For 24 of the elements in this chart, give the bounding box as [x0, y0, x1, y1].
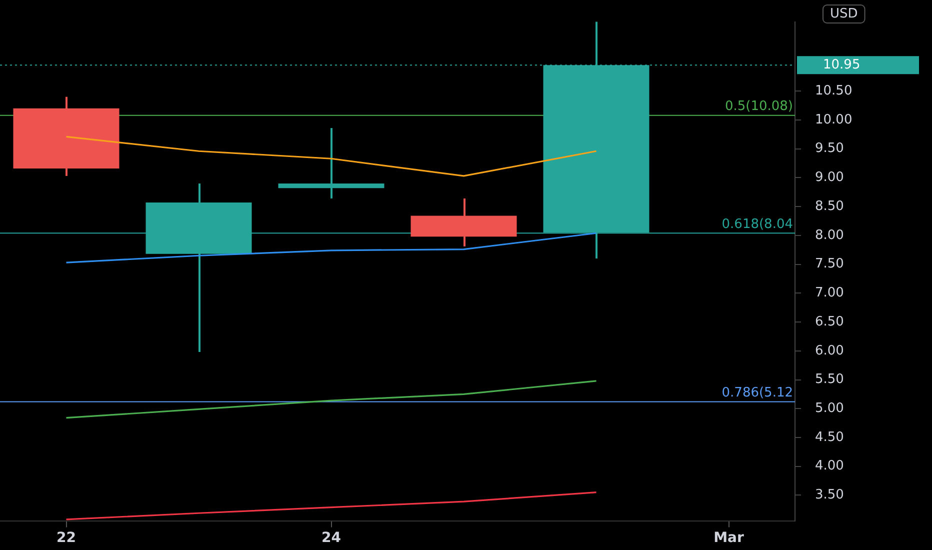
ref-line-label: 0.5(10.08) — [724, 99, 793, 114]
y-tick-label: 6.50 — [815, 314, 844, 330]
y-tick-label: 10.00 — [815, 112, 852, 128]
ref-line-label: 0.786(5.12 — [722, 386, 793, 401]
y-tick-label: 9.50 — [815, 141, 844, 156]
ref-line-label: 10.95 — [823, 57, 860, 72]
y-tick-label: 4.50 — [815, 430, 844, 445]
x-tick-label: 24 — [322, 530, 342, 546]
x-tick-label: Mar — [714, 530, 744, 546]
y-tick-label: 3.50 — [815, 488, 844, 503]
y-tick-label: 7.50 — [815, 256, 844, 272]
ref-line-label: 0.618(8.04 — [722, 216, 793, 232]
x-tick-label: 22 — [56, 530, 76, 546]
y-axis-title: USD — [830, 6, 858, 22]
y-tick-label: 6.00 — [815, 343, 844, 358]
y-tick-label: 8.00 — [815, 228, 844, 243]
y-tick-label: 10.50 — [815, 83, 852, 98]
candlestick — [278, 127, 384, 200]
y-tick-label: 8.50 — [815, 198, 844, 214]
y-tick-label: 5.50 — [815, 372, 844, 388]
y-tick-label: 9.00 — [815, 170, 844, 186]
y-tick-label: 7.00 — [815, 286, 844, 301]
y-tick-label: 4.00 — [815, 458, 844, 474]
y-tick-label: 5.00 — [815, 400, 844, 416]
